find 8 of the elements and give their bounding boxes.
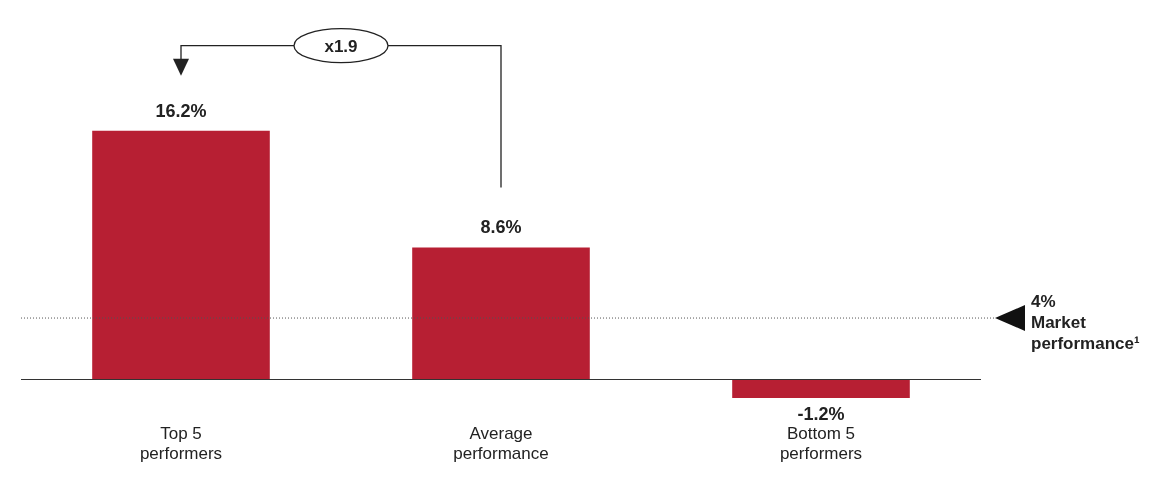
data-label: 16.2% — [155, 100, 207, 121]
text: x1.9 — [324, 36, 358, 56]
data-label: 8.6% — [480, 217, 522, 238]
ref-line-label: 4% Market performance¹ — [1031, 291, 1140, 353]
x-tick-label: Top 5 performers — [139, 424, 223, 464]
x-tick-label: Bottom 5 performers — [779, 424, 863, 464]
x-tick-label: Average performance — [453, 424, 549, 464]
data-label: -1.2% — [797, 403, 845, 424]
